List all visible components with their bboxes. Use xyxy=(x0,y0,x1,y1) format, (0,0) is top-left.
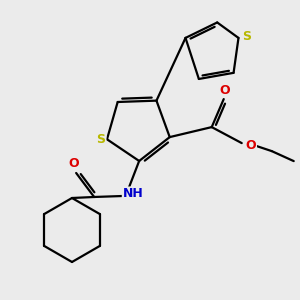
Text: S: S xyxy=(97,133,106,146)
Text: O: O xyxy=(245,139,256,152)
Text: S: S xyxy=(242,30,251,44)
Text: NH: NH xyxy=(123,188,143,200)
Text: O: O xyxy=(219,84,230,97)
Text: O: O xyxy=(69,158,80,170)
